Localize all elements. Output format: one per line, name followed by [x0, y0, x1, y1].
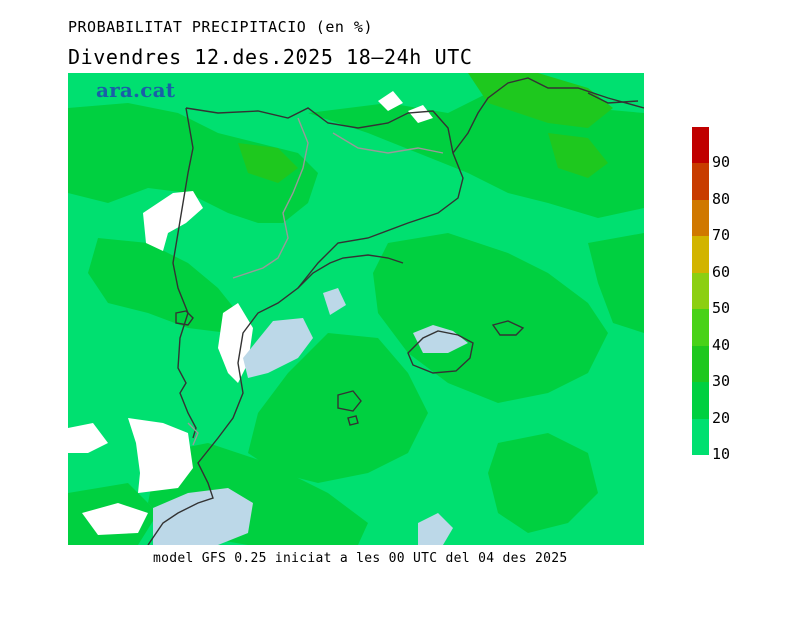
legend-label: 30 — [712, 372, 731, 391]
field-30-40 — [238, 73, 613, 183]
legend-label: 60 — [712, 262, 731, 281]
coastline — [147, 77, 644, 545]
border — [187, 117, 444, 446]
legend-swatch — [692, 418, 709, 455]
field-below-10 — [68, 91, 433, 535]
legend-label: 40 — [712, 335, 731, 354]
legend-swatch — [692, 236, 709, 273]
sea-below-10 — [153, 288, 468, 545]
legend-swatch — [692, 199, 709, 237]
legend-label: 10 — [712, 445, 731, 463]
legend-swatch — [692, 309, 709, 346]
legend-label: 90 — [712, 153, 731, 172]
legend-label: 50 — [712, 299, 731, 318]
legend-swatch — [692, 382, 709, 419]
forecast-date-time: Divendres 12.des.2025 18—24h UTC — [68, 45, 473, 69]
legend-swatch — [692, 127, 709, 164]
legend-label: 80 — [712, 189, 731, 208]
map-title: PROBABILITAT PRECIPITACIO (en %) — [68, 18, 373, 36]
legend-label: 20 — [712, 408, 731, 427]
model-info: model GFS 0.25 iniciat a les 00 UTC del … — [153, 551, 568, 566]
legend-swatch — [692, 163, 709, 200]
legend-label: 70 — [712, 226, 731, 245]
color-legend — [692, 127, 709, 455]
ara-cat-logo: ara.cat — [96, 78, 176, 102]
legend-swatch — [692, 272, 709, 310]
precipitation-map[interactable] — [68, 73, 644, 545]
legend-swatch — [692, 345, 709, 383]
